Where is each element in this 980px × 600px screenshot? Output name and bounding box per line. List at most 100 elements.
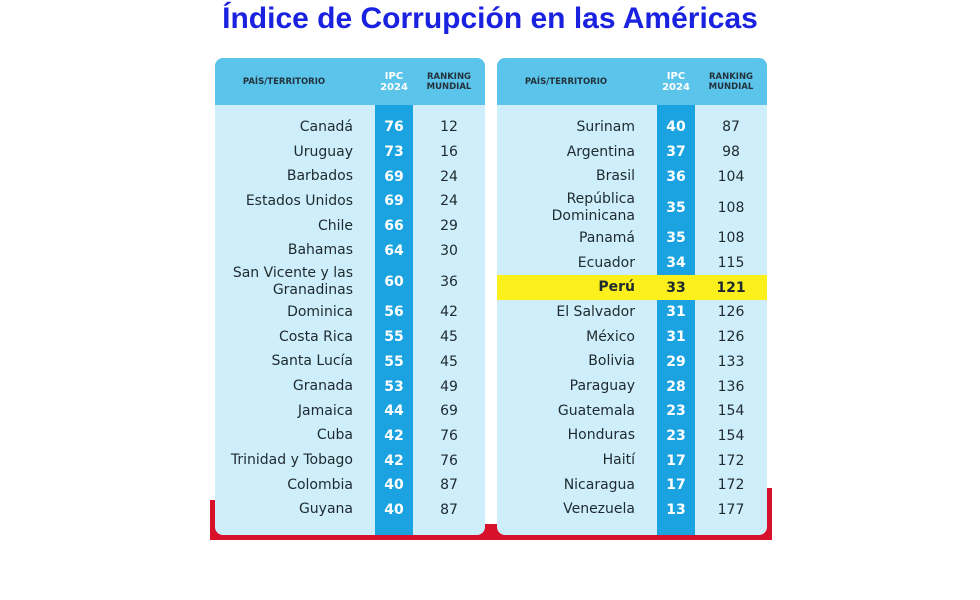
ipc-column xyxy=(375,58,413,535)
ipc-score: 73 xyxy=(384,144,404,161)
country-name: Nicaragua xyxy=(563,476,635,493)
header-country: PAÍS/TERRITORIO xyxy=(242,76,326,87)
table-row: Jamaica 44 69 xyxy=(215,399,485,424)
country-name: Argentina xyxy=(566,143,635,160)
table-row: Santa Lucía 55 45 xyxy=(215,350,485,375)
world-ranking: 42 xyxy=(440,304,458,321)
ipc-score: 34 xyxy=(666,255,686,272)
world-ranking: 177 xyxy=(717,501,745,518)
ipc-score: 60 xyxy=(384,273,404,290)
country-name: Uruguay xyxy=(293,143,354,160)
table-body: Surinam 40 87 Argentina 37 98 Brasil 36 104 Repúb… xyxy=(497,115,767,522)
table-row: San Vicente y las Granadinas 60 36 xyxy=(215,263,485,300)
header-ipc: IPC 2024 xyxy=(380,70,408,93)
world-ranking: 154 xyxy=(717,403,745,420)
country-name: Cuba xyxy=(316,427,353,444)
country-name: Canadá xyxy=(299,118,353,135)
world-ranking: 115 xyxy=(717,255,745,272)
ipc-score: 42 xyxy=(384,427,404,444)
world-ranking: 104 xyxy=(717,168,745,185)
table-row: Perú 33 121 xyxy=(497,275,767,301)
country-name: Guatemala xyxy=(557,402,635,419)
world-ranking: 133 xyxy=(717,353,745,370)
table-body: Canadá 76 12 Uruguay 73 16 Barbados 69 24 Estados… xyxy=(215,115,485,522)
table-row: Cuba 42 76 xyxy=(215,424,485,449)
world-ranking: 87 xyxy=(722,119,740,136)
world-ranking: 16 xyxy=(440,144,458,161)
table-row: Trinidad y Tobago 42 76 xyxy=(215,448,485,473)
country-name: Dominica xyxy=(287,303,353,320)
world-ranking: 30 xyxy=(440,242,458,259)
world-ranking: 36 xyxy=(440,273,458,290)
ipc-score: 56 xyxy=(384,304,404,321)
country-name: Bahamas xyxy=(287,242,353,259)
ipc-score: 33 xyxy=(666,279,686,296)
title: Índice de Corrupción en las Américas xyxy=(222,2,758,35)
table-row: Nicaragua 17 172 xyxy=(497,473,767,498)
table-header: PAÍS/TERRITORIO IPC 2024 RANKING MUNDIAL xyxy=(215,58,485,105)
ipc-score: 55 xyxy=(384,353,404,370)
country-name: Estados Unidos xyxy=(245,192,353,209)
country-name: Granada xyxy=(292,378,353,395)
table-row: Surinam 40 87 xyxy=(497,115,767,140)
ipc-score: 35 xyxy=(666,230,686,247)
table-row: Costa Rica 55 45 xyxy=(215,325,485,350)
table-row: Ecuador 34 115 xyxy=(497,251,767,276)
world-ranking: 126 xyxy=(717,329,745,346)
table-row: República Dominicana 35 108 xyxy=(497,189,767,226)
world-ranking: 108 xyxy=(717,199,745,216)
ipc-score: 42 xyxy=(384,452,404,469)
ipc-score: 40 xyxy=(666,119,686,136)
country-name: México xyxy=(586,328,635,345)
world-ranking: 136 xyxy=(717,378,745,395)
world-ranking: 87 xyxy=(440,501,458,518)
world-ranking: 76 xyxy=(440,452,458,469)
world-ranking: 87 xyxy=(440,477,458,494)
table-row: Argentina 37 98 xyxy=(497,140,767,165)
ipc-score: 36 xyxy=(666,168,686,185)
country-name: Honduras xyxy=(567,427,635,444)
ipc-score: 31 xyxy=(666,329,686,346)
world-ranking: 172 xyxy=(717,452,745,469)
table-row: Honduras 23 154 xyxy=(497,424,767,449)
table-row: México 31 126 xyxy=(497,325,767,350)
ipc-score: 31 xyxy=(666,304,686,321)
country-name: Jamaica xyxy=(297,402,353,419)
ipc-score: 44 xyxy=(384,403,404,420)
world-ranking: 108 xyxy=(717,230,745,247)
table-row: Estados Unidos 69 24 xyxy=(215,189,485,214)
country-name: Guyana xyxy=(298,501,353,518)
table-row: Panamá 35 108 xyxy=(497,226,767,251)
country-name: Paraguay xyxy=(569,378,635,395)
ipc-score: 17 xyxy=(666,452,686,469)
country-name: Venezuela xyxy=(563,501,635,518)
country-name: Bolivia xyxy=(588,353,635,370)
ipc-score: 69 xyxy=(384,168,404,185)
world-ranking: 49 xyxy=(440,378,458,395)
country-name: Brasil xyxy=(595,168,635,185)
country-name: Chile xyxy=(317,217,353,234)
table-row: Brasil 36 104 xyxy=(497,164,767,189)
world-ranking: 24 xyxy=(440,168,458,185)
table-row: Chile 66 29 xyxy=(215,214,485,239)
world-ranking: 24 xyxy=(440,193,458,210)
country-name: El Salvador xyxy=(556,303,635,320)
world-ranking: 126 xyxy=(717,304,745,321)
world-ranking: 172 xyxy=(717,477,745,494)
table-row: Venezuela 13 177 xyxy=(497,498,767,523)
country-name: Ecuador xyxy=(577,254,635,271)
table-row: Canadá 76 12 xyxy=(215,115,485,140)
ipc-score: 23 xyxy=(666,403,686,420)
ipc-score: 69 xyxy=(384,193,404,210)
table-panel: PAÍS/TERRITORIO IPC 2024 RANKING MUNDIAL Ca… xyxy=(215,58,485,535)
ipc-score: 13 xyxy=(666,501,686,518)
ipc-score: 29 xyxy=(666,353,686,370)
country-name: San Vicente y las Granadinas xyxy=(232,264,353,298)
world-ranking: 121 xyxy=(716,279,746,296)
table-row: Bolivia 29 133 xyxy=(497,350,767,375)
world-ranking: 45 xyxy=(440,353,458,370)
header-country: PAÍS/TERRITORIO xyxy=(524,76,608,87)
country-name: Panamá xyxy=(578,229,635,246)
ipc-score: 28 xyxy=(666,378,686,395)
header-ranking: RANKING MUNDIAL xyxy=(426,71,472,92)
